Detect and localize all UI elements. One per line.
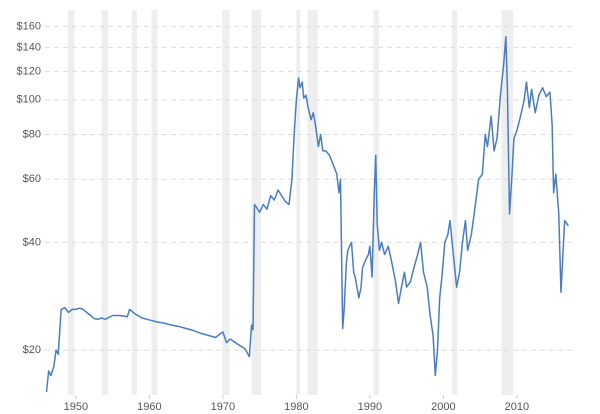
recession-band xyxy=(501,10,514,395)
recession-band xyxy=(452,10,458,395)
y-tick-label: $140 xyxy=(17,41,41,53)
recession-band xyxy=(222,10,230,395)
x-tick-label: 2000 xyxy=(431,401,455,413)
x-tick-label: 1970 xyxy=(211,401,235,413)
x-tick-label: 1950 xyxy=(64,401,88,413)
recession-band xyxy=(296,10,301,395)
y-tick-label: $100 xyxy=(17,94,41,106)
recession-band xyxy=(101,10,109,395)
recession-band xyxy=(251,10,262,395)
price-line xyxy=(45,35,569,392)
x-tick-label: 2010 xyxy=(505,401,529,413)
y-tick-label: $60 xyxy=(23,173,41,185)
recession-band xyxy=(131,10,137,395)
recession-band xyxy=(151,10,158,395)
x-tick-label: 1980 xyxy=(284,401,308,413)
x-tick-label: 1960 xyxy=(137,401,161,413)
x-tick-label: 1990 xyxy=(358,401,382,413)
y-tick-label: $120 xyxy=(17,65,41,77)
y-tick-label: $160 xyxy=(17,20,41,32)
recession-band xyxy=(67,10,75,395)
y-tick-label: $20 xyxy=(23,344,41,356)
recession-band xyxy=(307,10,318,395)
y-tick-label: $80 xyxy=(23,128,41,140)
y-tick-label: $40 xyxy=(23,236,41,248)
